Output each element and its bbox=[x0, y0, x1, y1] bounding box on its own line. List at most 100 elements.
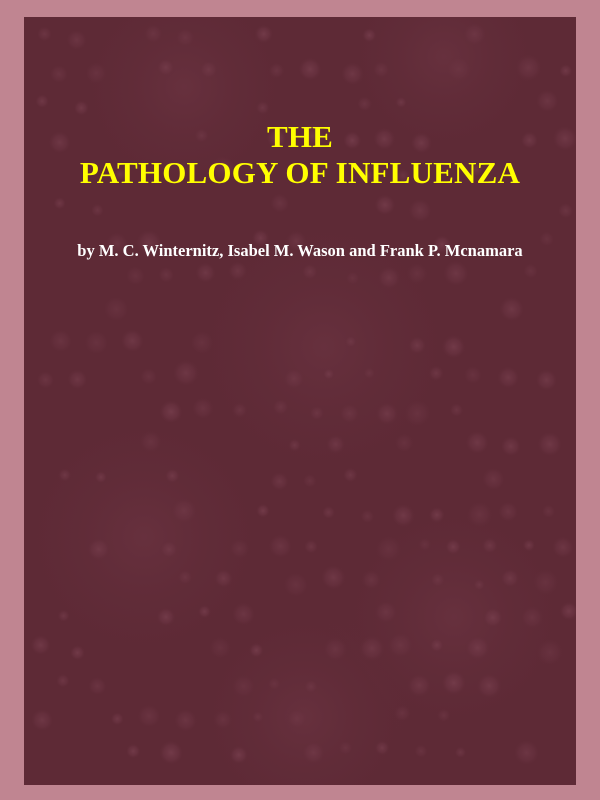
texture-dot bbox=[473, 578, 486, 591]
texture-dot bbox=[445, 55, 473, 83]
texture-dot bbox=[48, 328, 73, 354]
texture-dot bbox=[57, 609, 70, 623]
texture-dot bbox=[94, 470, 108, 484]
texture-dot bbox=[208, 155, 237, 183]
texture-dot bbox=[393, 704, 411, 722]
texture-dot bbox=[449, 402, 464, 418]
texture-dot bbox=[229, 745, 249, 765]
texture-dot bbox=[394, 433, 415, 453]
texture-dot bbox=[444, 538, 462, 556]
texture-dot bbox=[559, 601, 576, 621]
texture-dot bbox=[360, 509, 375, 524]
texture-dot bbox=[469, 162, 484, 177]
texture-dot bbox=[558, 63, 573, 78]
texture-dot bbox=[531, 568, 560, 596]
texture-dot bbox=[463, 365, 483, 385]
texture-dot bbox=[297, 57, 323, 82]
texture-dot bbox=[342, 130, 362, 151]
texture-dot bbox=[135, 228, 163, 257]
texture-dot bbox=[254, 24, 274, 44]
texture-dot bbox=[208, 636, 232, 660]
texture-dot bbox=[321, 505, 336, 520]
texture-dot bbox=[498, 296, 525, 323]
texture-dot bbox=[34, 93, 50, 109]
texture-dot bbox=[358, 634, 386, 663]
texture-dot bbox=[136, 703, 162, 729]
texture-dot bbox=[372, 60, 391, 79]
texture-dot bbox=[522, 538, 536, 552]
texture-dot bbox=[500, 568, 520, 589]
texture-dot bbox=[536, 638, 564, 667]
texture-dot bbox=[464, 634, 491, 661]
texture-dot bbox=[320, 564, 347, 591]
texture-dot bbox=[282, 571, 310, 599]
texture-dot bbox=[363, 366, 376, 380]
texture-dot bbox=[361, 569, 382, 590]
texture-dot bbox=[375, 401, 399, 426]
texture-dot bbox=[197, 604, 212, 619]
texture-dot bbox=[407, 335, 427, 355]
texture-dot bbox=[287, 438, 302, 452]
texture-dot bbox=[159, 540, 179, 559]
texture-dot bbox=[303, 679, 319, 694]
texture-dot bbox=[551, 125, 576, 152]
texture-dot bbox=[464, 430, 490, 455]
texture-dot bbox=[325, 434, 346, 455]
texture-dot bbox=[374, 740, 390, 756]
texture-dot bbox=[340, 61, 365, 86]
texture-dot bbox=[299, 122, 326, 150]
texture-dot bbox=[301, 740, 326, 765]
texture-dot bbox=[164, 468, 181, 484]
texture-dot bbox=[172, 359, 200, 387]
texture-dot bbox=[454, 746, 467, 759]
texture-dot bbox=[430, 572, 446, 588]
texture-dot bbox=[338, 403, 360, 425]
texture-dot bbox=[177, 569, 193, 585]
texture-dot bbox=[194, 128, 210, 144]
texture-dot bbox=[55, 673, 71, 688]
texture-dot bbox=[143, 23, 164, 44]
texture-dot bbox=[500, 435, 522, 457]
texture-dot bbox=[227, 261, 248, 281]
texture-dot bbox=[440, 669, 467, 697]
texture-dot bbox=[413, 744, 429, 759]
texture-blob bbox=[64, 17, 304, 207]
texture-dot bbox=[432, 234, 452, 254]
texture-dot bbox=[66, 368, 88, 390]
texture-dot bbox=[403, 399, 432, 428]
texture-dot bbox=[73, 100, 90, 116]
texture-dot bbox=[139, 367, 158, 386]
texture-dot bbox=[322, 367, 335, 381]
texture-dot bbox=[428, 506, 445, 524]
texture-dot bbox=[65, 29, 88, 51]
texture-dot bbox=[475, 672, 503, 700]
texture-dot bbox=[102, 295, 130, 323]
texture-dot bbox=[342, 467, 358, 483]
texture-dot bbox=[482, 606, 504, 629]
book-title: THE PATHOLOGY OF INFLUENZA bbox=[24, 119, 576, 191]
texture-dot bbox=[229, 538, 250, 559]
texture-dot bbox=[551, 535, 575, 559]
texture-dot bbox=[513, 739, 540, 767]
texture-dot bbox=[436, 708, 451, 723]
texture-dot bbox=[29, 634, 52, 656]
texture-dot bbox=[417, 537, 432, 552]
texture-dot bbox=[83, 329, 110, 356]
texture-dot bbox=[519, 605, 545, 630]
texture-dot bbox=[105, 231, 129, 255]
texture-dot bbox=[301, 263, 319, 281]
texture-dot bbox=[157, 266, 175, 284]
texture-dot bbox=[322, 636, 349, 663]
texture-blob bbox=[24, 397, 284, 677]
texture-dot bbox=[86, 537, 111, 562]
texture-dot bbox=[406, 672, 432, 698]
texture-dot bbox=[231, 601, 256, 627]
texture-dot bbox=[282, 367, 305, 390]
texture-dot bbox=[285, 230, 308, 253]
texture-dot bbox=[356, 96, 373, 112]
texture-dot bbox=[362, 27, 377, 43]
texture-dot bbox=[286, 707, 308, 730]
texture-dot bbox=[110, 711, 125, 726]
texture-dot bbox=[496, 365, 520, 390]
texture-dot bbox=[69, 644, 86, 661]
